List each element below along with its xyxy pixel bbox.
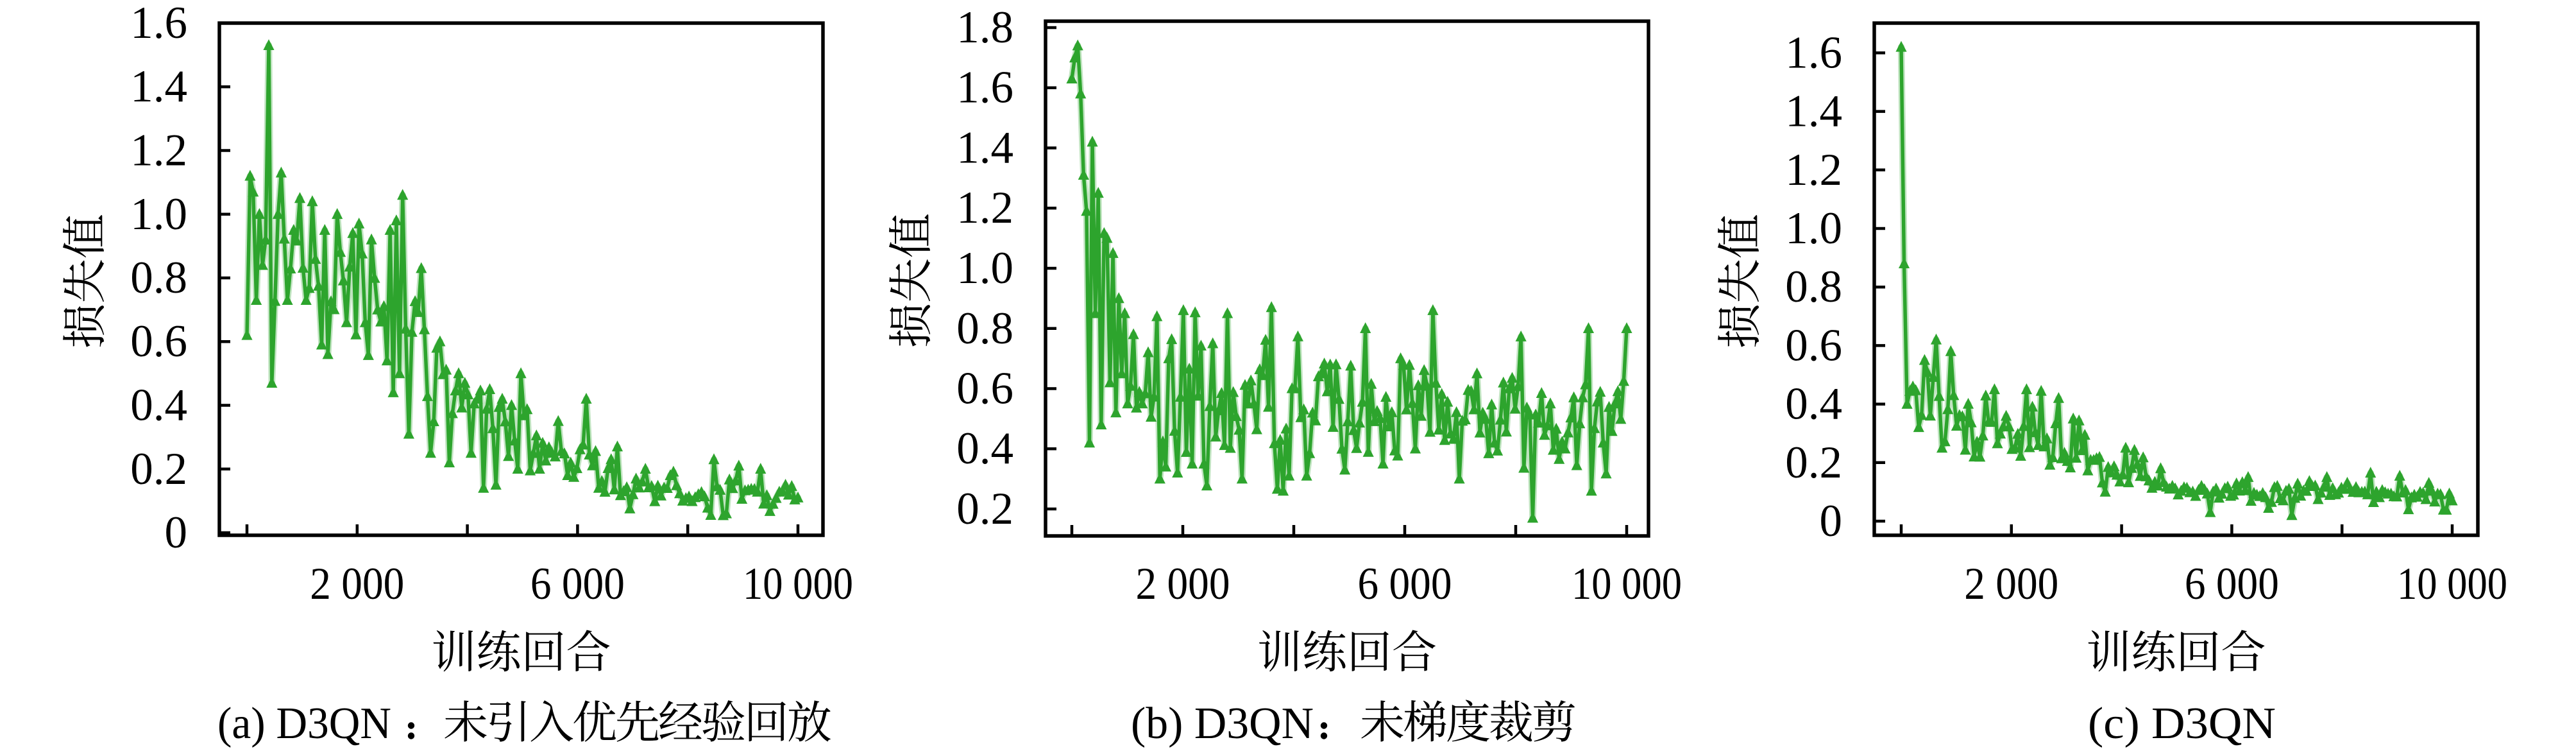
svg-text:0.2: 0.2 — [130, 444, 187, 494]
svg-text:0.6: 0.6 — [130, 316, 187, 366]
svg-text:0.2: 0.2 — [1785, 438, 1842, 488]
svg-text:1.6: 1.6 — [1785, 28, 1842, 78]
svg-text:1.0: 1.0 — [130, 189, 187, 239]
svg-text:(a) D3QN: (a) D3QN — [217, 699, 391, 748]
svg-text:1.0: 1.0 — [956, 243, 1013, 293]
svg-text:0: 0 — [1820, 496, 1843, 546]
svg-text:1.4: 1.4 — [1785, 87, 1842, 137]
svg-text:0.2: 0.2 — [956, 484, 1013, 534]
svg-text:6 000: 6 000 — [530, 559, 625, 609]
svg-text:0.8: 0.8 — [1785, 262, 1842, 312]
svg-text:0.4: 0.4 — [130, 381, 187, 431]
svg-text:2 000: 2 000 — [1964, 559, 2058, 609]
svg-text:2 000: 2 000 — [1136, 559, 1230, 609]
svg-text:(b) D3QN: (b) D3QN — [1131, 699, 1314, 748]
svg-text:6 000: 6 000 — [1358, 559, 1452, 609]
svg-text:1.2: 1.2 — [956, 183, 1013, 233]
svg-text:10 000: 10 000 — [1572, 559, 1682, 609]
svg-text:0.4: 0.4 — [1785, 379, 1842, 429]
svg-text:0.6: 0.6 — [1785, 320, 1842, 370]
svg-text:1.8: 1.8 — [956, 3, 1013, 53]
svg-text:1.6: 1.6 — [956, 63, 1013, 113]
svg-text:(c) D3QN: (c) D3QN — [2088, 699, 2276, 748]
svg-text:10 000: 10 000 — [743, 559, 853, 609]
svg-text:10 000: 10 000 — [2397, 559, 2507, 609]
svg-text:1.4: 1.4 — [956, 123, 1013, 173]
svg-text:0.8: 0.8 — [130, 253, 187, 303]
svg-text:1.4: 1.4 — [130, 62, 187, 112]
svg-text:1.6: 1.6 — [130, 0, 187, 48]
svg-text:0: 0 — [165, 508, 188, 558]
svg-text:1.2: 1.2 — [130, 126, 187, 176]
svg-text:0.4: 0.4 — [956, 424, 1013, 474]
svg-text:1.0: 1.0 — [1785, 203, 1842, 254]
svg-text:6 000: 6 000 — [2185, 559, 2279, 609]
svg-text:2 000: 2 000 — [310, 559, 404, 609]
svg-text:1.2: 1.2 — [1785, 145, 1842, 195]
svg-text:0.8: 0.8 — [956, 304, 1013, 354]
svg-text:0.6: 0.6 — [956, 364, 1013, 414]
